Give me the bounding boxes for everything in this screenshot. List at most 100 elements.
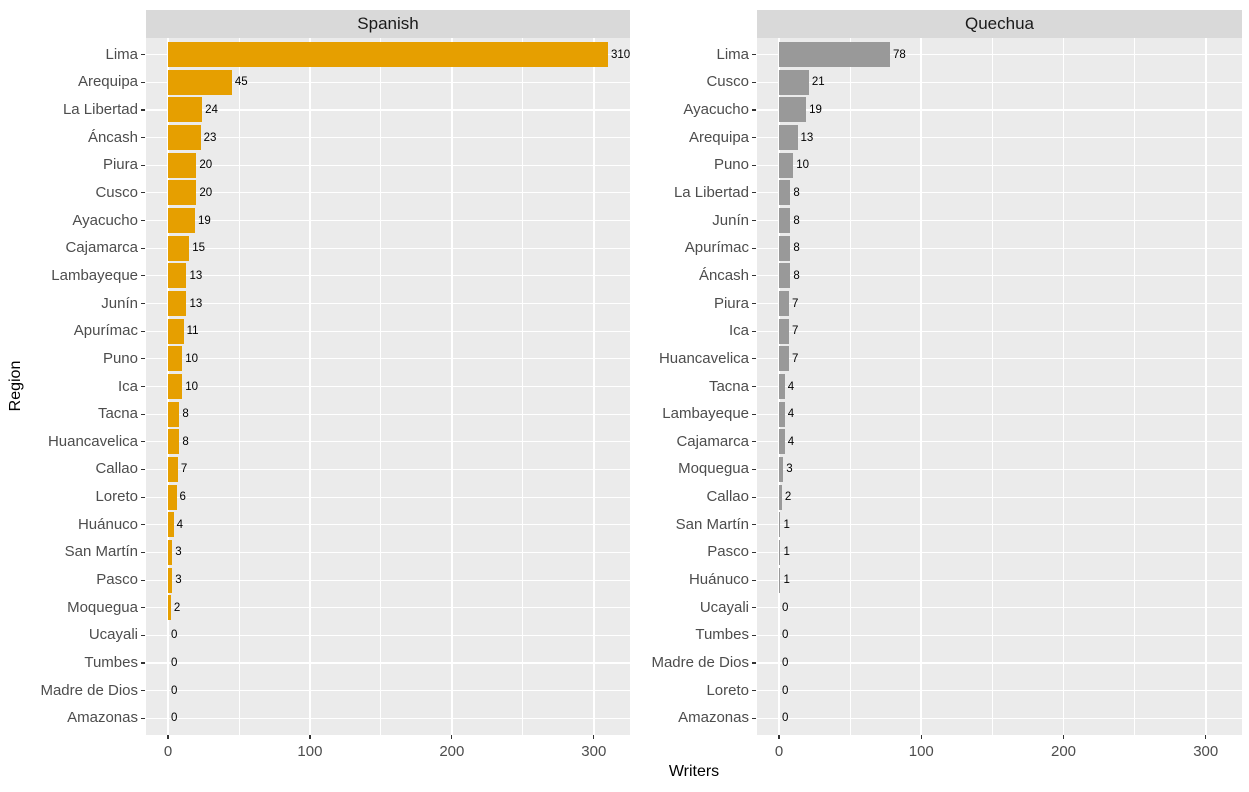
category-label-spanish-Huancavelica: Huancavelica bbox=[47, 432, 138, 450]
bar-quechua-Huancavelica bbox=[779, 346, 789, 372]
category-label-quechua-Tacna: Tacna bbox=[708, 377, 749, 395]
value-label-spanish-Amazonas: 0 bbox=[171, 712, 178, 725]
row-gridline bbox=[146, 690, 630, 692]
y-axis-tick bbox=[752, 496, 756, 498]
category-label-spanish-Ucayali: Ucayali bbox=[88, 626, 138, 644]
row-gridline bbox=[757, 496, 1242, 498]
value-label-spanish-Áncash: 23 bbox=[203, 131, 217, 144]
x-tick-label-quechua-0: 0 bbox=[774, 743, 784, 760]
y-axis-labels-spanish: Lima Arequipa La Libertad Áncash Piura Cusco A… bbox=[30, 38, 146, 735]
value-label-spanish-Cusco: 20 bbox=[199, 186, 213, 199]
bar-quechua-Callao bbox=[779, 484, 782, 510]
value-label-quechua-Apurímac: 8 bbox=[793, 242, 800, 255]
category-label-quechua-Pasco: Pasco bbox=[707, 543, 749, 561]
category-label-spanish-Apurímac: Apurímac bbox=[73, 322, 138, 340]
bar-spanish-Loreto bbox=[168, 484, 177, 510]
y-axis-tick bbox=[141, 219, 145, 222]
category-label-quechua-Piura: Piura bbox=[713, 294, 749, 312]
y-axis-tick bbox=[141, 662, 145, 664]
row-gridline bbox=[146, 607, 630, 609]
value-label-spanish-Cajamarca: 15 bbox=[192, 242, 206, 255]
row-gridline bbox=[146, 662, 630, 664]
bar-quechua-Tacna bbox=[779, 374, 785, 399]
value-label-quechua-San Martín: 1 bbox=[783, 518, 790, 531]
bar-spanish-Pasco bbox=[168, 567, 173, 593]
row-gridline bbox=[146, 330, 630, 332]
value-label-spanish-Tumbes: 0 bbox=[171, 657, 178, 670]
y-axis-tick bbox=[752, 164, 756, 166]
category-label-quechua-Cajamarca: Cajamarca bbox=[676, 432, 749, 450]
value-label-spanish-Loreto: 6 bbox=[179, 491, 186, 504]
bar-quechua-Ica bbox=[779, 318, 789, 344]
row-gridline bbox=[757, 662, 1242, 664]
bar-spanish-Piura bbox=[168, 152, 197, 178]
row-gridline bbox=[146, 164, 630, 166]
y-axis-tick bbox=[141, 53, 145, 56]
category-label-spanish-Ica: Ica bbox=[117, 377, 138, 395]
value-label-spanish-Lambayeque: 13 bbox=[189, 269, 203, 282]
category-label-spanish-Madre de Dios: Madre de Dios bbox=[40, 681, 138, 699]
y-axis-tick bbox=[752, 690, 756, 692]
y-axis-tick bbox=[752, 607, 756, 609]
y-axis-tick bbox=[752, 468, 756, 471]
y-axis-tick bbox=[141, 247, 145, 249]
category-label-spanish-Puno: Puno bbox=[102, 349, 138, 367]
bar-spanish-Lambayeque bbox=[168, 263, 187, 289]
value-label-spanish-Madre de Dios: 0 bbox=[171, 684, 178, 697]
x-tick-label-spanish-200: 200 bbox=[439, 743, 465, 760]
x-axis-tick bbox=[451, 735, 453, 739]
category-label-quechua-Lima: Lima bbox=[716, 45, 749, 63]
y-axis-tick bbox=[752, 81, 756, 83]
row-gridline bbox=[146, 275, 630, 277]
y-axis-tick bbox=[141, 164, 145, 166]
y-axis-tick bbox=[141, 468, 145, 471]
category-label-quechua-Áncash: Áncash bbox=[698, 266, 749, 284]
x-tick-label-quechua-200: 200 bbox=[1050, 743, 1077, 760]
x-axis-tick bbox=[309, 735, 311, 739]
value-label-quechua-La Libertad: 8 bbox=[793, 186, 800, 199]
row-gridline bbox=[146, 358, 630, 360]
value-label-quechua-Loreto: 0 bbox=[782, 684, 789, 697]
category-label-quechua-Huánuco: Huánuco bbox=[688, 571, 749, 589]
y-axis-tick bbox=[752, 441, 756, 443]
y-axis-tick bbox=[752, 358, 756, 360]
bar-spanish-Lima bbox=[168, 42, 608, 68]
value-label-quechua-Moquegua: 3 bbox=[786, 463, 793, 476]
value-label-quechua-Ayacucho: 19 bbox=[809, 103, 822, 116]
row-gridline bbox=[146, 385, 630, 388]
bar-quechua-Ayacucho bbox=[779, 97, 807, 123]
y-axis-tick bbox=[752, 717, 756, 719]
bar-spanish-Junín bbox=[168, 291, 187, 317]
bar-spanish-San Martín bbox=[168, 539, 173, 565]
value-label-quechua-Cusco: 21 bbox=[811, 76, 825, 89]
row-gridline bbox=[146, 247, 630, 249]
y-axis-tick bbox=[141, 496, 145, 498]
bar-quechua-Áncash bbox=[779, 263, 791, 289]
category-label-quechua-San Martín: San Martín bbox=[675, 515, 749, 533]
value-label-quechua-Lima: 78 bbox=[892, 48, 906, 61]
row-gridline bbox=[757, 247, 1242, 249]
category-label-spanish-Tacna: Tacna bbox=[97, 405, 138, 423]
row-gridline bbox=[146, 81, 630, 83]
row-gridline bbox=[146, 192, 630, 194]
bar-spanish-Arequipa bbox=[168, 69, 232, 95]
category-label-spanish-Callao: Callao bbox=[95, 460, 138, 478]
category-label-spanish-Pasco: Pasco bbox=[96, 571, 138, 589]
y-axis-tick bbox=[141, 358, 145, 360]
category-label-quechua-Ayacucho: Ayacucho bbox=[683, 100, 749, 118]
y-axis-tick bbox=[752, 662, 756, 664]
x-axis-tick bbox=[920, 735, 922, 739]
y-axis-tick bbox=[752, 192, 756, 194]
row-gridline bbox=[146, 717, 630, 719]
value-label-spanish-Pasco: 3 bbox=[175, 574, 182, 587]
category-label-spanish-Áncash: Áncash bbox=[87, 128, 138, 146]
value-label-quechua-Callao: 2 bbox=[784, 491, 792, 504]
row-gridline bbox=[146, 468, 630, 471]
row-gridline bbox=[757, 219, 1242, 222]
category-label-spanish-Lima: Lima bbox=[105, 45, 138, 63]
y-axis-tick bbox=[141, 302, 145, 305]
value-label-quechua-Pasco: 1 bbox=[783, 546, 790, 559]
row-gridline bbox=[757, 579, 1242, 581]
category-label-spanish-San Martín: San Martín bbox=[64, 543, 138, 561]
row-gridline bbox=[757, 330, 1242, 332]
